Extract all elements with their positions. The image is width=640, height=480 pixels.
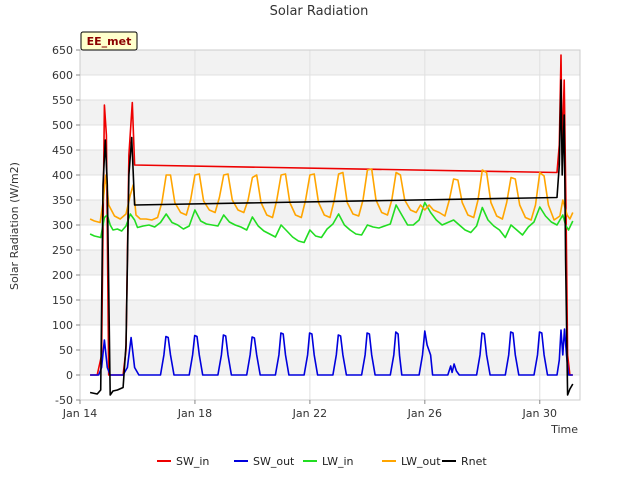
data-series: [89, 54, 574, 396]
y-tick-label: 150: [52, 294, 73, 307]
y-tick-label: 350: [52, 194, 73, 207]
x-tick-label: Jan 18: [177, 407, 212, 420]
x-tick-label: Jan 22: [292, 407, 327, 420]
y-tick-label: 200: [52, 269, 73, 282]
legend-label-sw-out: SW_out: [253, 455, 295, 468]
station-badge-box: [80, 31, 138, 51]
series-line-sw-out: [90, 328, 573, 376]
y-tick-label: 500: [52, 119, 73, 132]
x-tick-label: Jan 30: [522, 407, 557, 420]
legend-label-lw-in: LW_in: [322, 455, 354, 468]
plot-band: [80, 300, 580, 325]
x-axis-ticks: Jan 14 Jan 18 Jan 22 Jan 26 Jan 30: [62, 400, 557, 420]
y-tick-label: 400: [52, 169, 73, 182]
grid-lines: [79, 49, 581, 401]
series-line-lw-in: [89, 201, 574, 244]
y-tick-label: 650: [52, 44, 73, 57]
legend: SW_in SW_out LW_in LW_out Rnet: [157, 455, 487, 468]
y-tick-label: 600: [52, 69, 73, 82]
plot-band: [80, 350, 580, 375]
y-axis-ticks: -50 0 50 100 150 200 250 300 350 400 450 500 550 600 6…: [52, 44, 80, 407]
y-axis-title: Solar Radiation (W/m2): [8, 162, 21, 290]
series-line-lw-out: [89, 168, 574, 224]
legend-label-rnet: Rnet: [461, 455, 487, 468]
x-tick-label: Jan 26: [407, 407, 442, 420]
y-tick-label: 300: [52, 219, 73, 232]
chart-title: Solar Radiation: [270, 4, 369, 19]
y-tick-label: 100: [52, 319, 73, 332]
x-axis-title: Time: [550, 423, 578, 436]
y-tick-label: 550: [52, 94, 73, 107]
plot-band: [80, 50, 580, 75]
plot-band: [80, 100, 580, 125]
legend-label-lw-out: LW_out: [401, 455, 441, 468]
y-tick-label: -50: [55, 394, 73, 407]
x-tick-label: Jan 14: [62, 407, 97, 420]
station-badge: EE_met: [80, 31, 138, 51]
legend-label-sw-in: SW_in: [176, 455, 209, 468]
station-badge-label: EE_met: [87, 35, 132, 48]
y-tick-label: 0: [66, 369, 73, 382]
plot-band: [80, 200, 580, 225]
series-line-rnet: [89, 79, 574, 396]
y-tick-label: 250: [52, 244, 73, 257]
y-tick-label: 450: [52, 144, 73, 157]
plot-band: [80, 250, 580, 275]
y-tick-label: 50: [59, 344, 73, 357]
